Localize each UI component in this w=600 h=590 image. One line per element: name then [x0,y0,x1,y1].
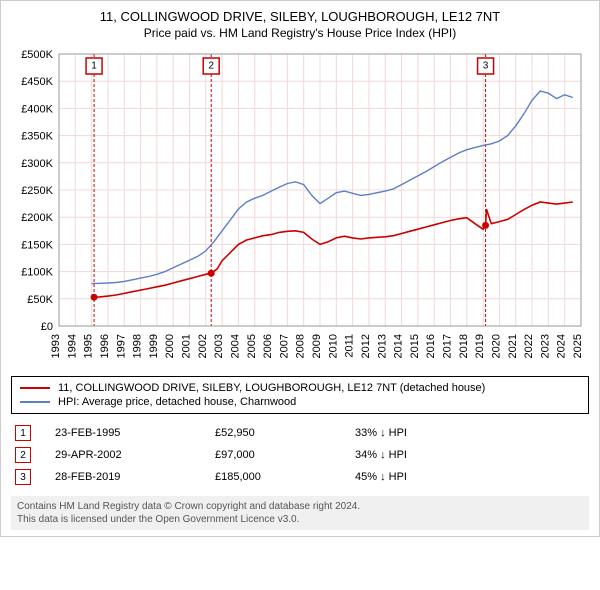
x-tick-label: 2007 [278,334,290,358]
chart-svg: £0 £50K £100K £150K £200K £250K £300K £350K £400… [11,46,589,366]
x-tick-label: 2009 [311,334,323,358]
chart-container: 11, COLLINGWOOD DRIVE, SILEBY, LOUGHBORO… [0,0,600,537]
chart-title: 11, COLLINGWOOD DRIVE, SILEBY, LOUGHBORO… [11,9,589,24]
x-tick-label: 2016 [425,334,437,358]
y-tick-label: £0 [41,321,53,333]
sales-row-pct: 34% ↓ HPI [355,449,407,461]
x-tick-label: 1993 [50,334,62,358]
footer-line-1: Contains HM Land Registry data © Crown c… [17,500,583,513]
y-tick-label: £450K [21,76,53,88]
x-tick-label: 2010 [327,334,339,358]
sales-row-marker: 1 [15,425,31,441]
x-tick-label: 2008 [295,334,307,358]
y-tick-label: £500K [21,49,53,61]
sales-row-date: 29-APR-2002 [55,449,215,461]
sales-row: 1 23-FEB-1995£52,95033% ↓ HPI [11,422,589,444]
sale-marker-number: 1 [91,61,97,72]
x-tick-label: 2025 [572,334,584,358]
sale-point [482,222,489,229]
sales-row-pct: 33% ↓ HPI [355,427,407,439]
sales-row: 3 28-FEB-2019£185,00045% ↓ HPI [11,466,589,488]
x-tick-label: 2011 [344,334,356,358]
x-tick-label: 2004 [229,334,241,358]
x-tick-label: 2018 [458,334,470,358]
legend-swatch [20,387,50,389]
x-tick-label: 2000 [164,334,176,358]
x-tick-label: 1999 [148,334,160,358]
x-tick-label: 1998 [132,334,144,358]
x-tick-label: 2002 [197,334,209,358]
x-tick-label: 2014 [393,334,405,358]
x-tick-label: 2005 [246,334,258,358]
footer-line-2: This data is licensed under the Open Gov… [17,513,583,526]
y-tick-label: £50K [27,294,53,306]
legend-label: 11, COLLINGWOOD DRIVE, SILEBY, LOUGHBORO… [58,382,485,394]
x-tick-label: 2021 [507,334,519,358]
legend: 11, COLLINGWOOD DRIVE, SILEBY, LOUGHBORO… [11,376,589,414]
x-tick-label: 2024 [556,334,568,358]
y-tick-label: £100K [21,267,53,279]
legend-swatch [20,401,50,403]
sale-marker-number: 3 [483,61,489,72]
x-tick-label: 1995 [83,334,95,358]
x-tick-label: 1997 [115,334,127,358]
x-tick-label: 2013 [376,334,388,358]
x-tick-label: 2022 [523,334,535,358]
x-tick-label: 2003 [213,334,225,358]
sales-row: 2 29-APR-2002£97,00034% ↓ HPI [11,444,589,466]
sales-row-marker: 2 [15,447,31,463]
sales-row-marker: 3 [15,469,31,485]
x-tick-label: 2020 [490,334,502,358]
sale-point [91,294,98,301]
footer: Contains HM Land Registry data © Crown c… [11,496,589,530]
x-tick-label: 2015 [409,334,421,358]
x-tick-label: 2023 [539,334,551,358]
sales-row-price: £185,000 [215,471,355,483]
x-tick-label: 2001 [181,334,193,358]
sales-row-price: £97,000 [215,449,355,461]
y-tick-label: £300K [21,158,53,170]
legend-item: 11, COLLINGWOOD DRIVE, SILEBY, LOUGHBORO… [20,381,580,395]
x-tick-label: 2017 [442,334,454,358]
x-tick-label: 2012 [360,334,372,358]
sales-row-date: 28-FEB-2019 [55,471,215,483]
chart-subtitle: Price paid vs. HM Land Registry's House … [11,26,589,40]
x-tick-label: 2019 [474,334,486,358]
chart-plot: £0 £50K £100K £150K £200K £250K £300K £350K £400… [11,46,589,366]
legend-label: HPI: Average price, detached house, Char… [58,396,296,408]
y-tick-label: £400K [21,103,53,115]
y-tick-label: £200K [21,212,53,224]
sales-row-date: 23-FEB-1995 [55,427,215,439]
x-tick-label: 1994 [66,334,78,358]
sale-point [208,270,215,277]
sales-row-pct: 45% ↓ HPI [355,471,407,483]
y-tick-label: £150K [21,239,53,251]
sale-marker-number: 2 [208,61,214,72]
sales-row-price: £52,950 [215,427,355,439]
y-tick-label: £250K [21,185,53,197]
x-tick-label: 2006 [262,334,274,358]
sales-table: 1 23-FEB-1995£52,95033% ↓ HPI 2 29-APR-2002… [11,422,589,488]
y-tick-label: £350K [21,131,53,143]
x-tick-label: 1996 [99,334,111,358]
legend-item: HPI: Average price, detached house, Char… [20,395,580,409]
